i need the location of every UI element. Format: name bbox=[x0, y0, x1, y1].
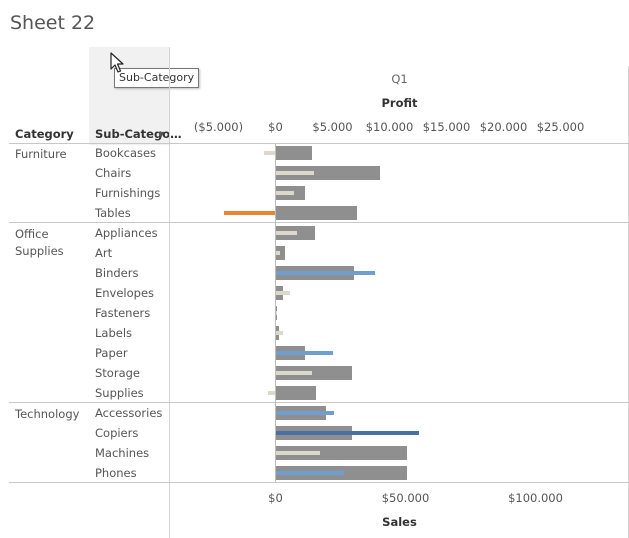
sales-tick-label: $100.000 bbox=[508, 491, 563, 505]
profit-bar[interactable] bbox=[275, 291, 291, 295]
sales-bar[interactable] bbox=[275, 246, 285, 260]
sales-bar[interactable] bbox=[275, 366, 353, 380]
category-label[interactable]: Technology bbox=[15, 407, 80, 421]
sub-category-label[interactable]: Tables bbox=[95, 206, 131, 220]
profit-bar[interactable] bbox=[224, 211, 276, 215]
category-separator-technology bbox=[9, 482, 629, 483]
profit-bar[interactable] bbox=[264, 151, 276, 155]
profit-bar[interactable] bbox=[275, 331, 284, 335]
category-column-header[interactable]: Category bbox=[15, 127, 74, 141]
profit-bar[interactable] bbox=[275, 251, 281, 255]
field-tooltip: Sub-Category bbox=[114, 68, 200, 88]
profit-bar[interactable] bbox=[275, 171, 315, 175]
sub-category-label[interactable]: Paper bbox=[95, 346, 128, 360]
sales-tick-label: $50.000 bbox=[381, 491, 430, 505]
mouse-cursor-icon bbox=[110, 52, 124, 73]
sub-category-label[interactable]: Art bbox=[95, 246, 113, 260]
profit-bar[interactable] bbox=[275, 231, 298, 235]
profit-tick-label: $25.000 bbox=[536, 120, 585, 134]
sub-category-label[interactable]: Phones bbox=[95, 466, 137, 480]
sales-axis-title[interactable]: Sales bbox=[382, 515, 417, 529]
sub-category-label[interactable]: Furnishings bbox=[95, 186, 161, 200]
sales-bar[interactable] bbox=[275, 206, 358, 220]
sub-category-label[interactable]: Supplies bbox=[95, 386, 144, 400]
profit-bar[interactable] bbox=[275, 471, 344, 475]
sub-category-label[interactable]: Binders bbox=[95, 266, 139, 280]
profit-tick-label: $10.000 bbox=[365, 120, 414, 134]
sub-category-label[interactable]: Storage bbox=[95, 366, 140, 380]
quarter-header: Q1 bbox=[391, 72, 408, 86]
profit-bar[interactable] bbox=[275, 431, 420, 435]
profit-bar[interactable] bbox=[275, 311, 277, 315]
sub-category-label[interactable]: Fasteners bbox=[95, 306, 151, 320]
profit-tick-label: ($5.000) bbox=[193, 120, 244, 134]
sub-category-label[interactable]: Machines bbox=[95, 446, 150, 460]
sheet-title: Sheet 22 bbox=[10, 12, 96, 34]
header-separator bbox=[9, 143, 629, 144]
category-label[interactable]: Office Supplies bbox=[15, 227, 64, 258]
profit-tick-label: $20.000 bbox=[479, 120, 528, 134]
profit-tick-label: $15.000 bbox=[422, 120, 471, 134]
sales-bar[interactable] bbox=[275, 446, 407, 460]
sub-category-header-highlight bbox=[89, 47, 169, 145]
sales-bar[interactable] bbox=[275, 166, 380, 180]
profit-bar[interactable] bbox=[275, 371, 312, 375]
profit-bar[interactable] bbox=[267, 391, 276, 395]
profit-bar[interactable] bbox=[275, 351, 333, 355]
sub-category-label[interactable]: Copiers bbox=[95, 426, 139, 440]
category-separator-office-supplies bbox=[9, 402, 629, 403]
sales-bar[interactable] bbox=[275, 386, 316, 400]
category-label[interactable]: Furniture bbox=[15, 147, 67, 161]
profit-axis-title[interactable]: Profit bbox=[381, 96, 418, 110]
sort-descending-icon[interactable]: ▼ bbox=[158, 130, 165, 139]
sales-bar[interactable] bbox=[275, 146, 312, 160]
pane-divider bbox=[169, 47, 170, 538]
sub-category-label[interactable]: Accessories bbox=[95, 406, 163, 420]
sub-category-label[interactable]: Chairs bbox=[95, 166, 132, 180]
profit-tick-label: $0 bbox=[268, 120, 283, 134]
profit-bar[interactable] bbox=[275, 191, 294, 195]
sub-category-column-header[interactable]: Sub-Catego… bbox=[95, 127, 182, 141]
profit-bar[interactable] bbox=[275, 451, 320, 455]
category-separator-furniture bbox=[9, 222, 629, 223]
sub-category-label[interactable]: Labels bbox=[95, 326, 133, 340]
sub-category-label[interactable]: Appliances bbox=[95, 226, 158, 240]
profit-tick-label: $5.000 bbox=[312, 120, 353, 134]
profit-bar[interactable] bbox=[275, 411, 334, 415]
sales-tick-label: $0 bbox=[268, 491, 283, 505]
profit-bar[interactable] bbox=[275, 271, 375, 275]
sub-category-label[interactable]: Bookcases bbox=[95, 146, 157, 160]
sub-category-label[interactable]: Envelopes bbox=[95, 286, 155, 300]
